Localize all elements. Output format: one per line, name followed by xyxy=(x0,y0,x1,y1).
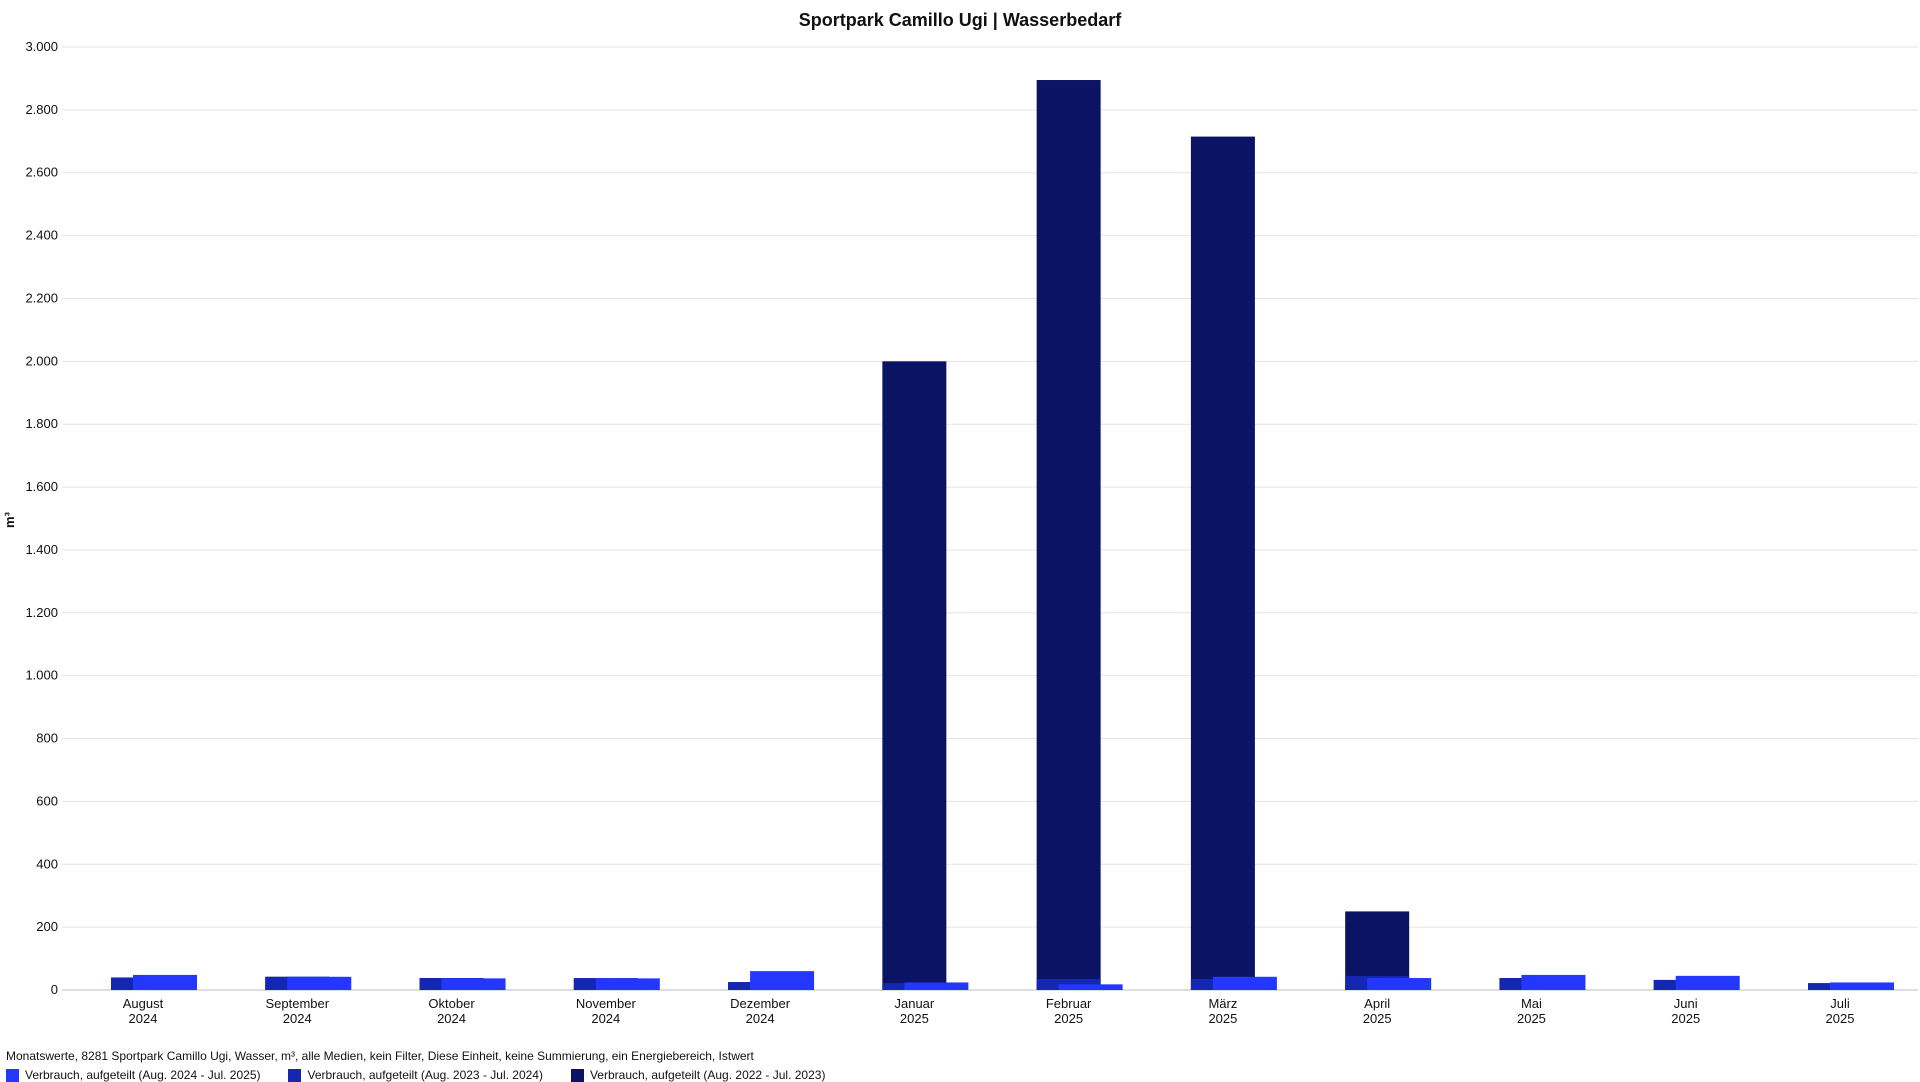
x-tick-label-month: Dezember xyxy=(730,996,791,1011)
legend-label: Verbrauch, aufgeteilt (Aug. 2022 - Jul. … xyxy=(589,1068,826,1082)
bar-mai-series-2[interactable] xyxy=(1521,974,1586,990)
x-tick-label-year: 2025 xyxy=(1826,1011,1855,1026)
x-tick-label-year: 2025 xyxy=(1363,1011,1392,1026)
x-tick-label-month: August xyxy=(123,996,164,1011)
bar-dezember-series-2[interactable] xyxy=(750,971,815,990)
x-tick-label-year: 2024 xyxy=(283,1011,312,1026)
bar-märz-series-2[interactable] xyxy=(1212,976,1277,990)
legend-item[interactable]: Verbrauch, aufgeteilt (Aug. 2023 - Jul. … xyxy=(288,1068,543,1082)
y-tick-label: 2.600 xyxy=(25,165,58,180)
y-tick-label: 1.200 xyxy=(25,605,58,620)
x-tick-label-year: 2025 xyxy=(900,1011,929,1026)
legend-item[interactable]: Verbrauch, aufgeteilt (Aug. 2024 - Jul. … xyxy=(6,1068,260,1082)
x-tick-label-year: 2024 xyxy=(129,1011,158,1026)
bar-april-series-2[interactable] xyxy=(1367,978,1432,990)
x-tick-label-month: Januar xyxy=(894,996,934,1011)
x-tick-label-month: Februar xyxy=(1046,996,1092,1011)
bar-februar-series-2[interactable] xyxy=(1058,984,1123,990)
bar-november-series-2[interactable] xyxy=(595,978,660,990)
bar-september-series-2[interactable] xyxy=(287,976,352,990)
x-tick-label-year: 2025 xyxy=(1054,1011,1083,1026)
bar-januar-series-0[interactable] xyxy=(882,361,947,990)
legend-swatch xyxy=(288,1068,302,1082)
x-tick-label-month: September xyxy=(265,996,329,1011)
bar-februar-series-0[interactable] xyxy=(1036,80,1101,990)
y-tick-label: 2.200 xyxy=(25,290,58,305)
x-tick-label-month: Juni xyxy=(1674,996,1698,1011)
y-tick-label: 1.800 xyxy=(25,416,58,431)
x-tick-label-month: Juli xyxy=(1830,996,1850,1011)
x-tick-label-month: Oktober xyxy=(428,996,475,1011)
x-tick-label-year: 2025 xyxy=(1208,1011,1237,1026)
x-tick-label-month: Mai xyxy=(1521,996,1542,1011)
y-tick-label: 600 xyxy=(36,793,58,808)
y-axis-label: m³ xyxy=(2,511,17,528)
legend-label: Verbrauch, aufgeteilt (Aug. 2023 - Jul. … xyxy=(307,1068,543,1082)
legend-swatch xyxy=(570,1068,584,1082)
x-tick-label-year: 2025 xyxy=(1671,1011,1700,1026)
bar-märz-series-0[interactable] xyxy=(1190,136,1255,990)
x-axis: August2024September2024Oktober2024Novemb… xyxy=(123,996,1855,1026)
y-tick-label: 800 xyxy=(36,731,58,746)
x-tick-label-year: 2024 xyxy=(746,1011,775,1026)
x-tick-label-month: März xyxy=(1208,996,1237,1011)
y-axis: 0 200 400 600 800 1.000 1.200 1.400 1.600 1.800 2.… xyxy=(25,39,58,997)
y-tick-label: 1.600 xyxy=(25,479,58,494)
bar-juli-series-2[interactable] xyxy=(1830,982,1894,990)
bar-juni-series-2[interactable] xyxy=(1675,975,1740,990)
y-tick-label: 2.000 xyxy=(25,353,58,368)
y-tick-label: 3.000 xyxy=(25,39,58,54)
y-tick-label: 0 xyxy=(51,982,58,997)
x-tick-label-month: November xyxy=(576,996,637,1011)
legend-swatch xyxy=(6,1068,19,1082)
y-tick-label: 200 xyxy=(36,919,58,934)
y-tick-label: 1.000 xyxy=(25,668,58,683)
legend-label: Verbrauch, aufgeteilt (Aug. 2024 - Jul. … xyxy=(25,1068,261,1082)
legend: Verbrauch, aufgeteilt (Aug. 2024 - Jul. … xyxy=(6,1068,825,1082)
x-tick-label-year: 2025 xyxy=(1517,1011,1546,1026)
chart-subtitle: Monatswerte, 8281 Sportpark Camillo Ugi,… xyxy=(6,1049,754,1063)
y-tick-label: 2.800 xyxy=(25,102,58,117)
y-tick-label: 2.400 xyxy=(25,228,58,243)
x-tick-label-year: 2024 xyxy=(591,1011,620,1026)
bars-layer xyxy=(111,80,1894,990)
y-tick-label: 400 xyxy=(36,856,58,871)
y-tick-label: 1.400 xyxy=(25,542,58,557)
chart-title: Sportpark Camillo Ugi | Wasserbedarf xyxy=(798,10,1122,30)
grid-layer xyxy=(62,46,1918,991)
bar-august-series-2[interactable] xyxy=(133,974,197,990)
x-tick-label-month: April xyxy=(1364,996,1390,1011)
bar-januar-series-2[interactable] xyxy=(904,982,969,990)
legend-item[interactable]: Verbrauch, aufgeteilt (Aug. 2022 - Jul. … xyxy=(570,1068,826,1082)
bar-oktober-series-2[interactable] xyxy=(441,978,506,990)
x-tick-label-year: 2024 xyxy=(437,1011,466,1026)
